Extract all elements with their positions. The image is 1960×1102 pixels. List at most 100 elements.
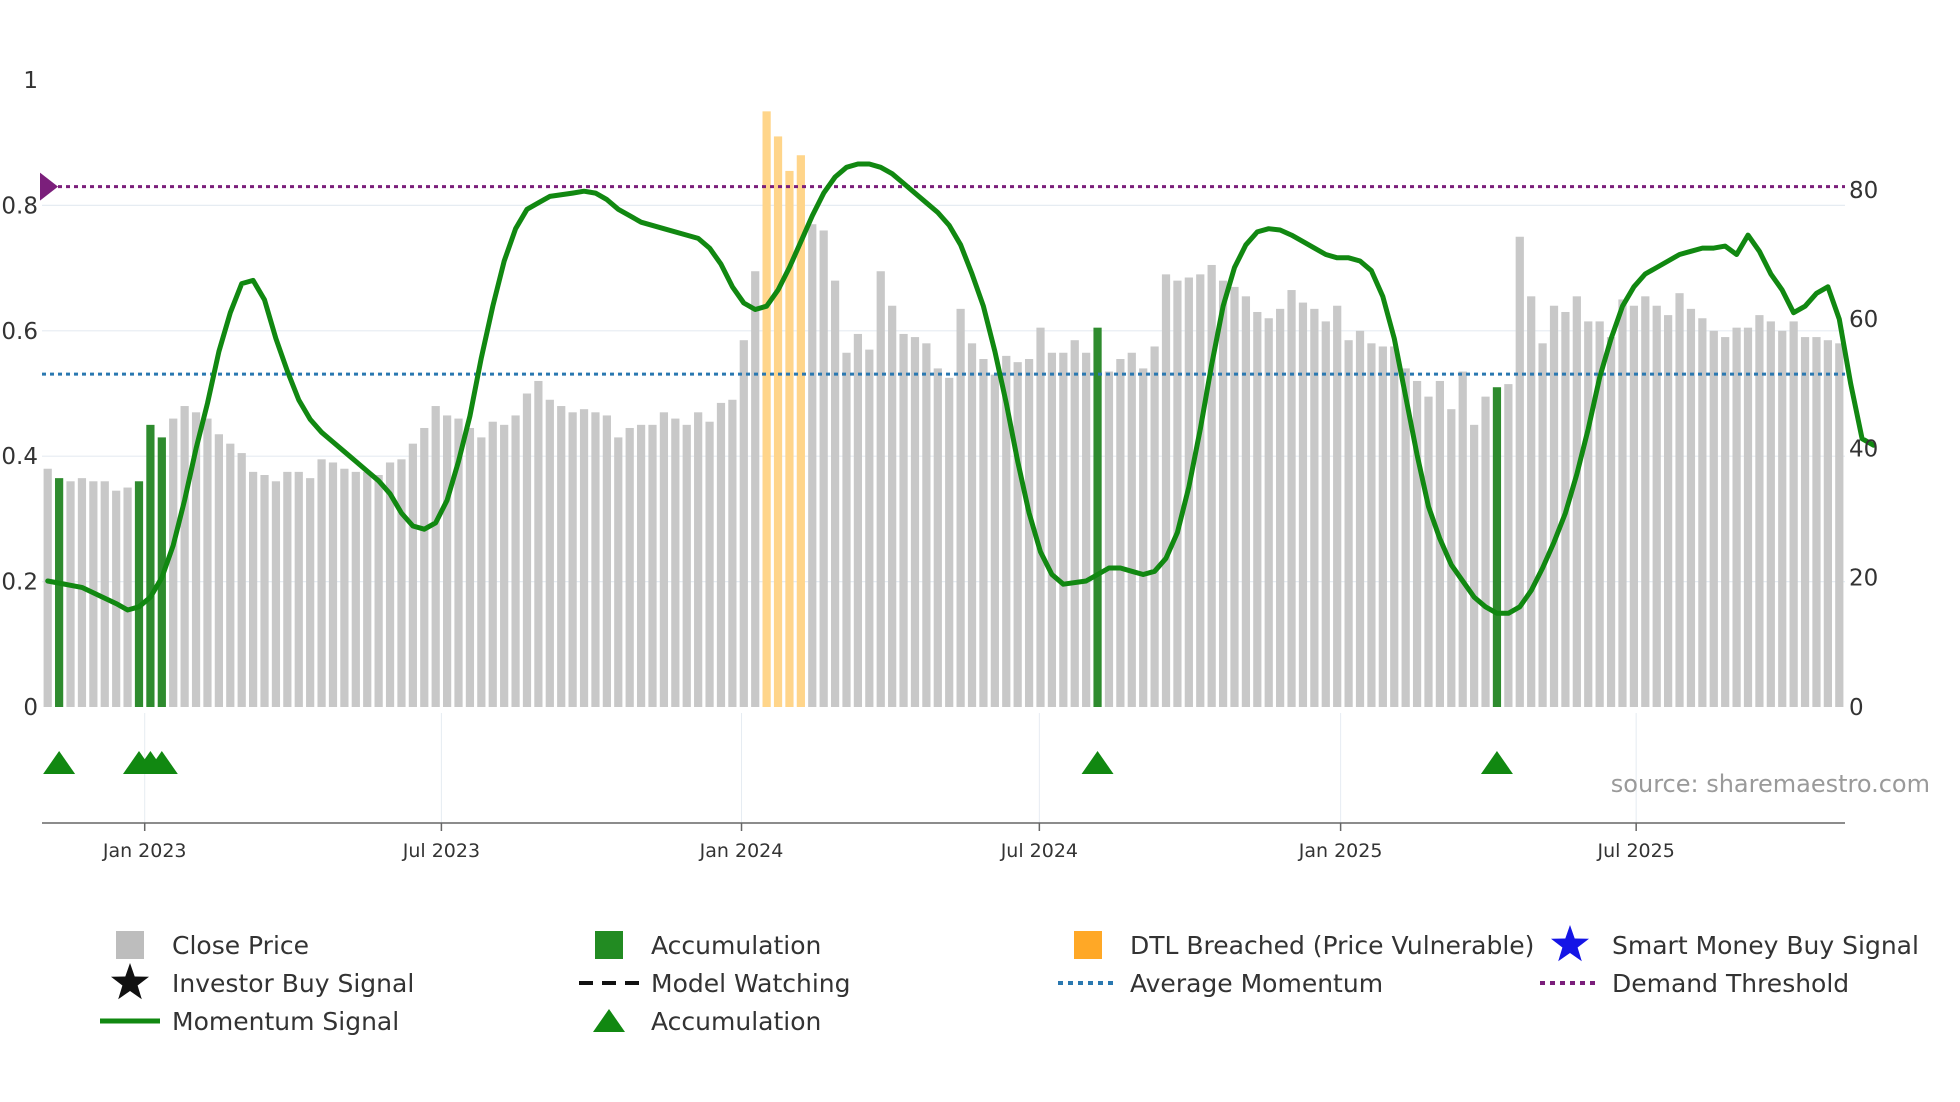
legend-item: Average Momentum	[1058, 969, 1383, 998]
legend-item: Momentum Signal	[100, 1007, 399, 1036]
close-price-bar	[1800, 337, 1810, 707]
close-price-bar	[66, 481, 75, 707]
close-price-bar	[1207, 264, 1216, 707]
close-price-bar	[431, 406, 440, 707]
close-price-bar	[43, 468, 52, 707]
close-price-bar	[1253, 311, 1262, 707]
close-price-bar	[1664, 315, 1673, 707]
legend-item: Model Watching	[579, 969, 851, 998]
close-price-bar	[751, 271, 760, 707]
close-price-bar	[385, 462, 395, 707]
close-price-bar	[1606, 337, 1616, 707]
close-price-bar	[397, 459, 406, 707]
close-price-bar	[876, 271, 885, 707]
legend-label: Momentum Signal	[172, 1007, 399, 1036]
close-price-bar	[956, 308, 965, 707]
close-price-bar	[1276, 308, 1285, 707]
close-price-bar	[1458, 371, 1467, 707]
close-price-bar	[1504, 384, 1513, 707]
close-price-bar	[1527, 296, 1536, 707]
close-price-bar	[249, 471, 258, 707]
close-price-bar	[842, 352, 851, 707]
close-price-bar	[614, 437, 623, 707]
close-price-bar	[1264, 318, 1273, 707]
legend-item: Accumulation	[593, 1007, 821, 1036]
close-price-bar	[1344, 340, 1353, 707]
close-price-bar	[1139, 368, 1148, 707]
legend-star-icon	[1551, 925, 1589, 962]
price-bars	[43, 111, 1844, 708]
close-price-bar	[1150, 346, 1159, 707]
close-price-bar	[1424, 396, 1433, 707]
close-price-bar	[602, 415, 611, 707]
close-price-bar	[477, 437, 486, 707]
close-price-bar	[888, 305, 897, 707]
close-price-bar	[363, 471, 372, 707]
legend-label: Accumulation	[651, 1007, 821, 1036]
close-price-bar	[203, 418, 212, 707]
signal-lines	[40, 161, 1876, 616]
close-price-bar	[1823, 340, 1832, 707]
close-price-bar	[1321, 321, 1330, 707]
legend-item: Smart Money Buy Signal	[1551, 925, 1919, 962]
close-price-bar	[511, 415, 520, 707]
close-price-bar	[1778, 330, 1787, 707]
close-price-bar	[967, 343, 977, 707]
momentum-signal-line	[45, 161, 1876, 616]
close-price-bar	[1104, 371, 1114, 707]
accumulation-bar	[1492, 387, 1502, 707]
close-price-bar	[568, 412, 577, 707]
close-price-bar	[1059, 352, 1068, 707]
close-price-bar	[1287, 290, 1296, 707]
dtl-breached-bar	[785, 170, 794, 708]
close-price-bar	[1070, 340, 1079, 707]
close-price-bar	[1686, 308, 1696, 707]
close-price-bar	[1036, 327, 1045, 707]
right-axis-tick: 20	[1849, 566, 1878, 592]
close-price-bar	[306, 478, 315, 707]
legend-item: DTL Breached (Price Vulnerable)	[1074, 931, 1534, 960]
close-price-bar	[191, 412, 201, 707]
close-price-bar	[1173, 280, 1182, 707]
close-price-bar	[1310, 308, 1319, 707]
close-price-bar	[1549, 305, 1559, 707]
close-price-bar	[933, 368, 942, 707]
close-price-bar	[1378, 346, 1387, 707]
accumulation-marker	[1081, 751, 1114, 774]
dtl-breached-bar	[773, 136, 783, 707]
accumulation-marker	[1480, 751, 1513, 774]
close-price-bar	[420, 427, 429, 707]
close-price-bar	[853, 333, 863, 707]
close-price-bar	[1390, 346, 1399, 707]
close-price-bar	[1584, 321, 1593, 707]
source-label: source: sharemaestro.com	[1611, 770, 1930, 798]
axes: 0 0.2 0.4 0.6 0.8 1 0 20 40 60 80 Jan 2023 Jul 2023 J…	[1, 68, 1878, 862]
close-price-bar	[922, 343, 931, 707]
close-price-bar	[522, 393, 532, 707]
close-price-bar	[271, 481, 281, 707]
legend-label: Accumulation	[651, 931, 821, 960]
close-price-bar	[1230, 286, 1239, 707]
close-price-bar	[123, 487, 132, 707]
left-axis-tick: 0.8	[1, 193, 38, 219]
close-price-bar	[408, 443, 417, 707]
close-price-bar	[283, 471, 292, 707]
close-price-bar	[214, 434, 223, 707]
close-price-bar	[1721, 337, 1730, 707]
left-axis-tick: 0	[23, 695, 38, 721]
legend-label: Investor Buy Signal	[172, 969, 414, 998]
accumulation-bar	[55, 478, 64, 707]
close-price-bar	[340, 468, 349, 707]
close-price-bar	[169, 418, 178, 707]
left-axis-tick: 0.6	[1, 319, 38, 345]
close-price-bar	[294, 471, 303, 707]
accumulation-marker	[43, 751, 76, 774]
close-price-bar	[830, 280, 840, 707]
close-price-bar	[716, 402, 726, 707]
close-price-bar	[899, 333, 908, 707]
close-price-bar	[808, 224, 817, 707]
demand-threshold-marker	[40, 172, 58, 201]
close-price-bar	[1618, 299, 1627, 707]
close-price-bar	[910, 337, 920, 707]
